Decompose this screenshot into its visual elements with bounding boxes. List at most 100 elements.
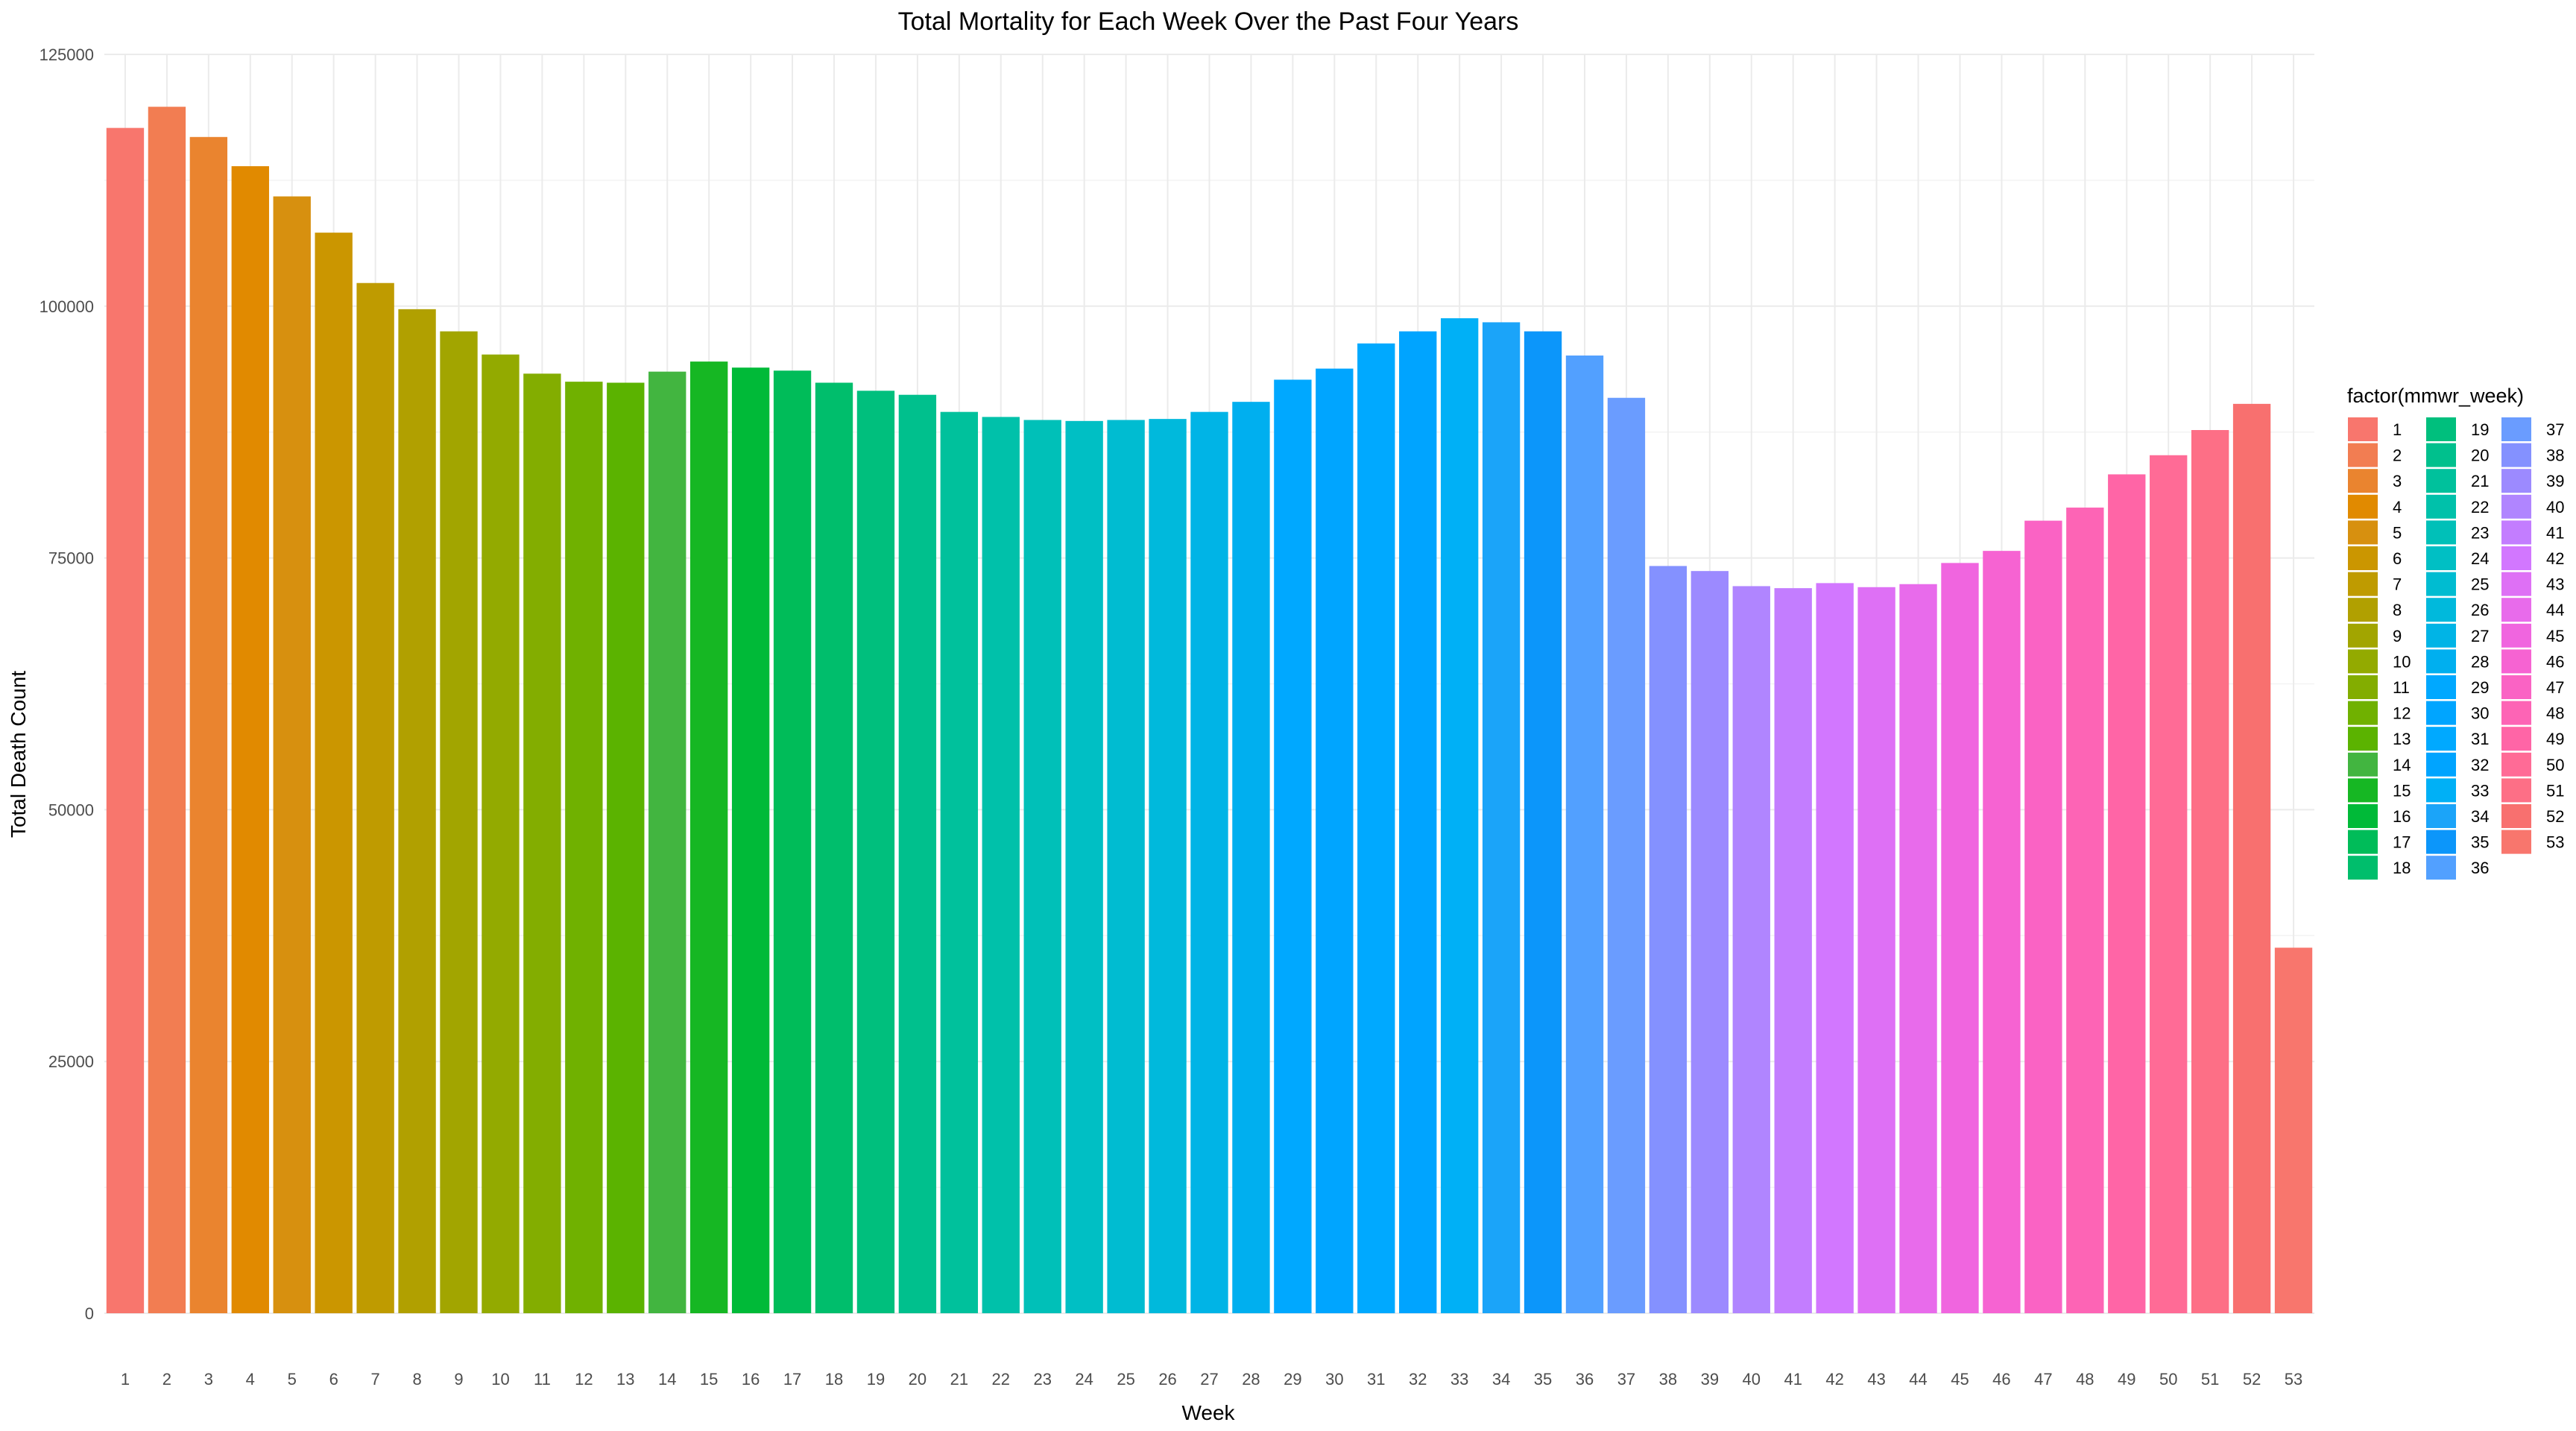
- x-tick-label: 1: [121, 1370, 130, 1389]
- bar: [1983, 551, 2021, 1313]
- legend-key: [2426, 701, 2456, 725]
- legend-label: 21: [2471, 472, 2489, 490]
- x-tick-label: 11: [534, 1370, 551, 1389]
- legend-label: 46: [2546, 652, 2564, 671]
- x-tick-label: 52: [2243, 1370, 2261, 1389]
- legend-key: [2348, 752, 2378, 777]
- legend-key: [2426, 546, 2456, 570]
- legend-key: [2501, 830, 2531, 854]
- bar: [440, 331, 478, 1314]
- x-tick-label: 30: [1325, 1370, 1343, 1389]
- legend-key: [2426, 443, 2456, 467]
- x-tick-label: 25: [1117, 1370, 1134, 1389]
- bar: [982, 417, 1020, 1313]
- legend-key: [2348, 598, 2378, 622]
- bar: [1440, 318, 1479, 1313]
- legend-label: 36: [2471, 859, 2489, 877]
- legend-key: [2348, 520, 2378, 545]
- bar: [856, 391, 895, 1313]
- bar: [2024, 520, 2062, 1313]
- legend-label: 30: [2471, 704, 2489, 723]
- legend-label: 18: [2393, 859, 2411, 877]
- legend-label: 51: [2546, 781, 2564, 800]
- legend-key: [2426, 778, 2456, 803]
- legend-key: [2426, 752, 2456, 777]
- x-axis-tick-labels: 1 2 3 4 5 6 7 8 9 10 11 12 13 14 15 16 17 18 19 20 21 22 23 24 2…: [121, 1370, 2302, 1389]
- bars: [106, 107, 2313, 1314]
- legend-label: 37: [2546, 420, 2564, 439]
- bar: [815, 382, 853, 1313]
- legend-key: [2426, 856, 2456, 880]
- x-tick-label: 4: [246, 1370, 255, 1389]
- x-tick-label: 36: [1576, 1370, 1594, 1389]
- bar: [1607, 397, 1646, 1313]
- x-tick-label: 47: [2034, 1370, 2052, 1389]
- legend-key: [2426, 649, 2456, 674]
- legend-key: [2501, 701, 2531, 725]
- x-tick-label: 16: [742, 1370, 760, 1389]
- bar: [1316, 368, 1354, 1313]
- bar: [1357, 343, 1395, 1313]
- bar: [1524, 331, 1562, 1314]
- legend-key: [2348, 856, 2378, 880]
- bar: [189, 136, 228, 1314]
- legend-key: [2426, 572, 2456, 596]
- x-tick-label: 2: [162, 1370, 171, 1389]
- bar: [231, 165, 269, 1314]
- bar: [273, 196, 311, 1314]
- legend-label: 32: [2471, 756, 2489, 774]
- legend-key: [2348, 417, 2378, 441]
- legend-key: [2501, 727, 2531, 751]
- bar: [315, 233, 353, 1314]
- x-tick-label: 34: [1492, 1370, 1510, 1389]
- legend-label: 38: [2546, 446, 2564, 465]
- legend-label: 19: [2471, 420, 2489, 439]
- legend-label: 43: [2546, 575, 2564, 594]
- x-tick-label: 43: [1867, 1370, 1885, 1389]
- legend-key: [2348, 623, 2378, 648]
- legend-key: [2501, 469, 2531, 493]
- x-tick-label: 13: [616, 1370, 634, 1389]
- legend-label: 11: [2393, 678, 2410, 697]
- x-tick-label: 51: [2201, 1370, 2219, 1389]
- x-tick-label: 19: [867, 1370, 885, 1389]
- bar: [2274, 947, 2313, 1313]
- legend-label: 16: [2393, 807, 2411, 826]
- x-tick-label: 50: [2159, 1370, 2177, 1389]
- legend-label: 8: [2393, 601, 2402, 619]
- legend-label: 27: [2471, 627, 2489, 645]
- legend-key: [2501, 546, 2531, 570]
- x-tick-label: 10: [491, 1370, 509, 1389]
- bar: [690, 361, 728, 1314]
- y-axis-tick-labels: 0 25000 50000 75000 100000 125000: [40, 45, 94, 1323]
- x-tick-label: 15: [700, 1370, 718, 1389]
- x-tick-label: 24: [1075, 1370, 1093, 1389]
- bar: [1399, 331, 1437, 1314]
- legend-label: 12: [2393, 704, 2411, 723]
- legend-label: 15: [2393, 781, 2411, 800]
- legend-key: [2426, 727, 2456, 751]
- x-tick-label: 39: [1701, 1370, 1719, 1389]
- bar: [148, 107, 186, 1313]
- legend-label: 24: [2471, 549, 2489, 568]
- legend-key: [2501, 778, 2531, 803]
- x-tick-label: 45: [1951, 1370, 1969, 1389]
- x-tick-label: 40: [1743, 1370, 1761, 1389]
- legend-key: [2501, 417, 2531, 441]
- bar: [1899, 584, 1937, 1313]
- legend-label: 33: [2471, 781, 2489, 800]
- bar: [2108, 474, 2146, 1313]
- bar: [1732, 586, 1770, 1313]
- legend-label: 40: [2546, 498, 2564, 517]
- legend-label: 39: [2546, 472, 2564, 490]
- x-tick-label: 14: [658, 1370, 676, 1389]
- legend-key: [2426, 830, 2456, 854]
- bar: [731, 367, 770, 1314]
- legend-label: 26: [2471, 601, 2489, 619]
- x-tick-label: 46: [1992, 1370, 2010, 1389]
- bar: [2191, 429, 2229, 1314]
- legend-key: [2426, 675, 2456, 699]
- x-tick-label: 35: [1534, 1370, 1552, 1389]
- legend-key: [2501, 520, 2531, 545]
- bar: [1107, 420, 1145, 1313]
